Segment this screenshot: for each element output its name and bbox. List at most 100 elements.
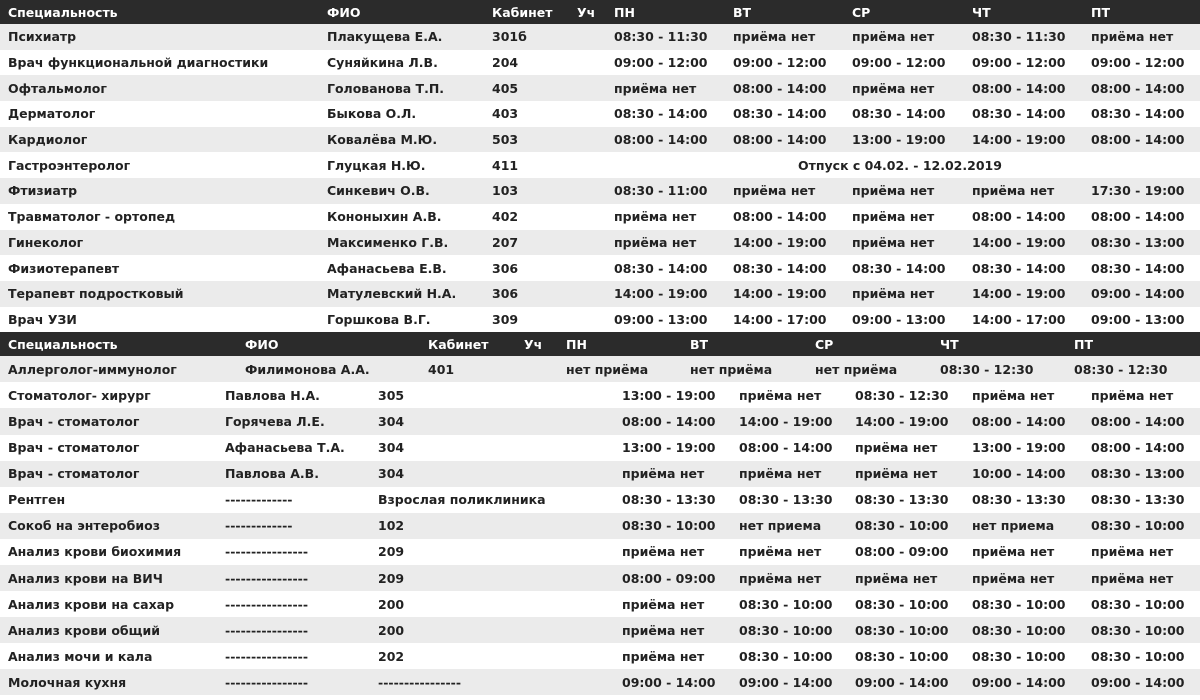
day-hours-cell: 14:00 - 19:00 — [739, 413, 833, 429]
day-hours-cell: 08:00 - 14:00 — [1091, 132, 1185, 148]
day-hours-cell: приёма нет — [1091, 29, 1174, 45]
doctor-name-cell: Максименко Г.В. — [327, 234, 449, 250]
day-hours-cell: приёма нет — [739, 544, 822, 560]
day-hours-cell: 14:00 - 19:00 — [972, 286, 1066, 302]
day-hours-cell: 08:30 - 14:00 — [733, 106, 827, 122]
day-hours-cell: 09:00 - 13:00 — [614, 311, 708, 327]
specialty-cell: Врач УЗИ — [8, 311, 77, 327]
day-hours-cell: приёма нет — [1091, 544, 1174, 560]
doctor-name-cell: ---------------- — [225, 674, 309, 690]
table-row: Врач УЗИ Горшкова В.Г. 309 09:00 - 13:00 14:… — [0, 306, 1200, 333]
table-row: Гастроэнтеролог Глуцкая Н.Ю. 411 Отпуск с 0… — [0, 152, 1200, 179]
day-hours-cell: 08:30 - 13:30 — [972, 492, 1066, 508]
day-hours-cell: 08:30 - 10:00 — [855, 518, 949, 534]
day-hours-cell: 08:30 - 10:00 — [739, 648, 833, 664]
day-hours-cell: приёма нет — [855, 466, 938, 482]
day-hours-cell: 08:30 - 10:00 — [855, 648, 949, 664]
schedule-table-secondary: Специальность ФИО Кабинет Уч ПН ВТ СР ЧТ ПТ Аллер… — [0, 332, 1200, 696]
day-hours-cell: 08:30 - 10:00 — [739, 622, 833, 638]
day-hours-cell: 08:30 - 10:00 — [739, 596, 833, 612]
table-row: Анализ крови на сахар ---------------- 200… — [0, 591, 1200, 618]
doctor-name-cell: ---------------- — [225, 596, 309, 612]
day-hours-cell: 09:00 - 14:00 — [972, 674, 1066, 690]
cabinet-cell: 304 — [378, 413, 405, 429]
day-hours-cell: 08:00 - 14:00 — [733, 132, 827, 148]
day-hours-cell: 08:30 - 10:00 — [972, 622, 1066, 638]
day-hours-cell: 08:30 - 10:00 — [1091, 596, 1185, 612]
cabinet-cell: 503 — [492, 132, 519, 148]
day-hours-cell: 09:00 - 13:00 — [1091, 311, 1185, 327]
doctor-name-cell: Горшкова В.Г. — [327, 311, 431, 327]
day-hours-cell: приёма нет — [733, 183, 816, 199]
day-hours-cell: 08:30 - 13:00 — [1091, 466, 1185, 482]
day-hours-cell: 08:00 - 14:00 — [733, 209, 827, 225]
day-hours-cell: 08:00 - 09:00 — [622, 570, 716, 586]
day-hours-cell: 08:30 - 11:00 — [614, 183, 708, 199]
day-hours-cell: 08:30 - 13:30 — [739, 492, 833, 508]
day-hours-cell: 08:30 - 10:00 — [1091, 622, 1185, 638]
cabinet-cell: 209 — [378, 570, 405, 586]
day-hours-cell: приёма нет — [622, 648, 705, 664]
day-hours-cell: 08:30 - 13:30 — [622, 492, 716, 508]
doctor-name-cell: ---------------- — [225, 622, 309, 638]
day-hours-cell: 13:00 - 19:00 — [622, 387, 716, 403]
column-header: СР — [815, 336, 834, 352]
specialty-cell: Сокоб на энтеробиоз — [8, 518, 160, 534]
day-hours-cell: 14:00 - 19:00 — [972, 132, 1066, 148]
day-hours-cell: приёма нет — [972, 570, 1055, 586]
day-hours-cell: приёма нет — [852, 29, 935, 45]
day-hours-cell: 08:30 - 12:30 — [940, 361, 1034, 377]
day-hours-cell: приёма нет — [852, 80, 935, 96]
table-row: Рентген ------------- Взрослая поликлиника… — [0, 486, 1200, 513]
specialty-cell: Врач функциональной диагностики — [8, 55, 269, 71]
specialty-cell: Физиотерапевт — [8, 260, 120, 276]
doctor-name-cell: Павлова Н.А. — [225, 387, 320, 403]
day-hours-cell: 09:00 - 12:00 — [972, 55, 1066, 71]
day-hours-cell: 08:00 - 14:00 — [972, 80, 1066, 96]
day-hours-cell: нет приёма — [566, 361, 649, 377]
day-hours-cell: 08:30 - 11:30 — [972, 29, 1066, 45]
table-header: Специальность ФИО Кабинет Уч ПН ВТ СР ЧТ ПТ — [0, 332, 1200, 357]
specialty-cell: Анализ крови общий — [8, 622, 160, 638]
day-hours-cell: приёма нет — [614, 80, 697, 96]
doctor-name-cell: ---------------- — [225, 648, 309, 664]
table-row: Стоматолог- хирург Павлова Н.А. 305 13:00 -… — [0, 382, 1200, 409]
column-header: ПН — [614, 4, 635, 20]
day-hours-cell: приёма нет — [852, 286, 935, 302]
vacation-note: Отпуск с 04.02. - 12.02.2019 — [798, 157, 1002, 173]
cabinet-cell: 209 — [378, 544, 405, 560]
day-hours-cell: приёма нет — [1091, 387, 1174, 403]
column-header: ЧТ — [940, 336, 959, 352]
day-hours-cell: приёма нет — [852, 234, 935, 250]
day-hours-cell: 08:30 - 14:00 — [733, 260, 827, 276]
cabinet-cell: 304 — [378, 440, 405, 456]
column-header: ВТ — [690, 336, 709, 352]
doctor-name-cell: ---------------- — [225, 544, 309, 560]
specialty-cell: Гастроэнтеролог — [8, 157, 131, 173]
table-row: Фтизиатр Синкевич О.В. 103 08:30 - 11:00 при… — [0, 178, 1200, 204]
day-hours-cell: приёма нет — [1091, 570, 1174, 586]
day-hours-cell: 13:00 - 19:00 — [622, 440, 716, 456]
day-hours-cell: приёма нет — [622, 622, 705, 638]
table-row: Гинеколог Максименко Г.В. 207 приёма нет 14:… — [0, 229, 1200, 256]
doctor-name-cell: Голованова Т.П. — [327, 80, 445, 96]
day-hours-cell: 08:00 - 14:00 — [1091, 440, 1185, 456]
table-row: Офтальмолог Голованова Т.П. 405 приёма нет 0… — [0, 75, 1200, 102]
specialty-cell: Кардиолог — [8, 132, 88, 148]
doctor-name-cell: ---------------- — [225, 570, 309, 586]
specialty-cell: Офтальмолог — [8, 80, 107, 96]
column-header: ФИО — [245, 336, 279, 352]
specialty-cell: Стоматолог- хирург — [8, 387, 151, 403]
specialty-cell: Травматолог - ортопед — [8, 209, 176, 225]
day-hours-cell: приёма нет — [739, 387, 822, 403]
day-hours-cell: 08:30 - 14:00 — [614, 260, 708, 276]
column-header: ПН — [566, 336, 587, 352]
day-hours-cell: 08:30 - 10:00 — [855, 596, 949, 612]
table-row: Врач - стоматолог Афанасьева Т.А. 304 13:00… — [0, 434, 1200, 461]
specialty-cell: Дерматолог — [8, 106, 96, 122]
day-hours-cell: 08:30 - 10:00 — [1091, 648, 1185, 664]
day-hours-cell: приёма нет — [852, 183, 935, 199]
doctor-name-cell: Глуцкая Н.Ю. — [327, 157, 426, 173]
day-hours-cell: 08:00 - 14:00 — [1091, 80, 1185, 96]
cabinet-cell: Взрослая поликлиника — [378, 492, 546, 508]
